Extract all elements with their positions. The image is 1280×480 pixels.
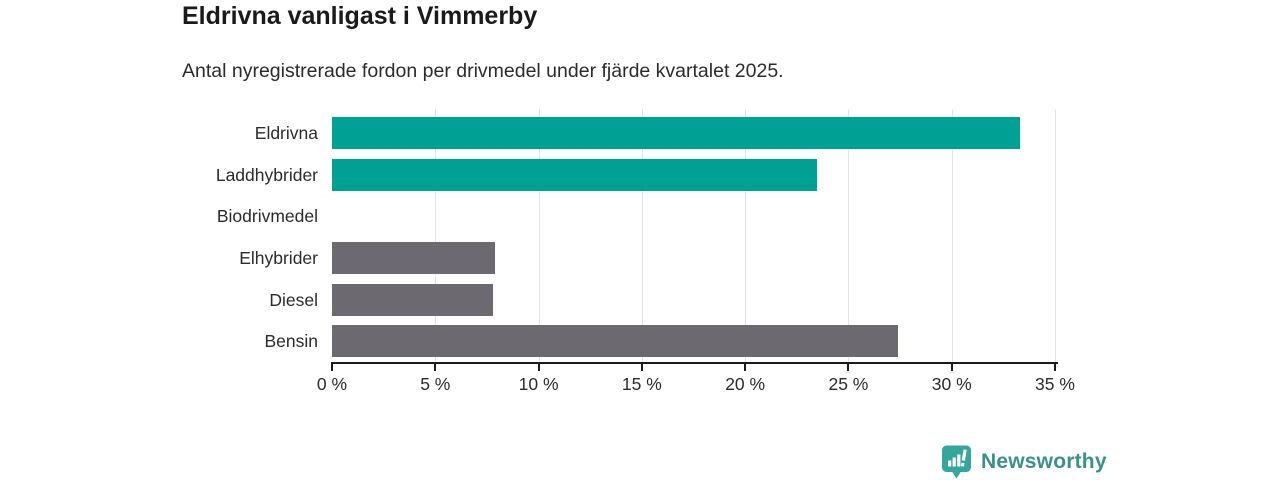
axis-tick-label-15: 15 % [621,374,662,394]
axis-tick-label-25: 25 % [828,374,869,394]
category-label-bensin: Bensin [264,331,318,352]
bar-bensin [332,325,898,358]
chart-title: Eldrivna vanligast i Vimmerby [182,2,538,30]
axis-tick-label-0: 0 % [316,374,348,394]
category-label-elhybrider: Elhybrider [239,247,318,268]
gridline-5 [435,109,437,362]
axis-tick-5 [434,364,437,371]
axis-tick-35 [1054,364,1056,371]
axis-tick-15 [640,364,643,371]
gridline-10 [538,109,540,362]
axis-tick-label-30: 30 % [931,374,972,394]
gridline-15 [641,109,643,362]
category-label-diesel: Diesel [269,289,318,310]
axis-tick-30 [950,364,953,371]
bar-chart: Eldrivna Laddhybrider Biodrivmedel Elhybrid… [182,109,1075,394]
bar-laddhybrider [332,158,818,191]
axis-tick-label-10: 10 % [518,374,559,394]
axis-tick-20 [744,364,747,371]
newsworthy-wordmark: Newsworthy [981,450,1107,473]
axis-tick-25 [847,364,850,371]
axis-tick-label-35: 35 % [1035,374,1075,394]
axis-tick-label-20: 20 % [725,374,766,394]
bar-elhybrider [332,241,496,274]
plot-area: 0 % 5 % 10 % 15 % 20 % 25 % 30 % 35 % [317,109,1075,394]
gridline-20 [745,109,747,362]
gridline-30 [951,109,953,362]
x-axis-line [331,362,1058,364]
chart-subtitle: Antal nyregistrerade fordon per drivmede… [182,60,784,82]
axis-tick-10 [537,364,540,371]
category-label-laddhybrider: Laddhybrider [215,164,318,185]
gridline-25 [848,109,850,362]
category-label-biodrivmedel: Biodrivmedel [216,206,318,227]
category-label-eldrivna: Eldrivna [254,122,318,143]
newsworthy-bubble-icon [942,445,971,478]
axis-tick-0 [331,364,333,371]
newsworthy-logo[interactable]: Newsworthy [941,444,1107,480]
bar-diesel [332,283,494,316]
category-label-column: Eldrivna Laddhybrider Biodrivmedel Elhybrid… [182,112,318,362]
gridline-35 [1055,109,1056,362]
bar-eldrivna [332,116,1020,149]
axis-tick-label-5: 5 % [420,374,451,394]
